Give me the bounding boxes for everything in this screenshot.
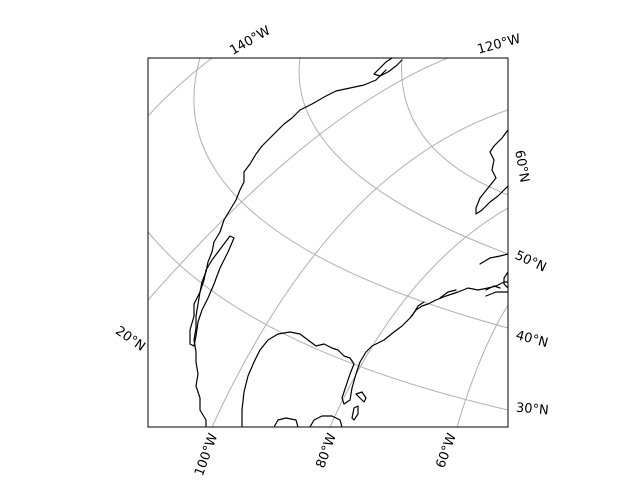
caribbean-islands	[351, 405, 359, 421]
map-content	[148, 58, 508, 427]
lat-label-60n: 60°N	[511, 149, 531, 184]
lon-label-120w: 120°W	[476, 32, 523, 58]
maritime-coast	[479, 253, 508, 289]
map-frame	[147, 57, 509, 428]
atlantic-coast-detail	[411, 285, 508, 317]
lon-label-100w: 100°W	[192, 431, 221, 478]
latitude-lines	[148, 58, 508, 411]
lat-label-20n: 20°N	[112, 324, 147, 355]
latitude-line-50n	[298, 58, 508, 255]
latitude-line-60n	[401, 58, 508, 196]
latitude-line-40n	[193, 58, 508, 329]
latitude-line-30n	[148, 231, 508, 411]
coastlines	[189, 58, 508, 427]
gulf-of-mexico-coast	[241, 281, 508, 427]
longitude-line-80w	[329, 207, 508, 427]
lon-label-80w: 80°W	[314, 431, 340, 470]
longitude-line-140w	[148, 58, 213, 117]
cuba	[355, 391, 367, 403]
longitude-line-100w	[211, 109, 508, 427]
lon-label-140w: 140°W	[227, 23, 273, 58]
labrador-coast	[475, 129, 508, 215]
lat-label-50n: 50°N	[512, 248, 548, 275]
longitude-lines	[148, 58, 508, 427]
lat-label-30n: 30°N	[515, 401, 549, 419]
baja-california	[189, 235, 235, 347]
pacific-coastline	[193, 58, 403, 427]
lat-label-40n: 40°N	[514, 328, 550, 351]
yucatan	[273, 415, 343, 427]
lon-label-60w: 60°W	[434, 431, 460, 470]
longitude-line-60w	[456, 304, 508, 427]
longitude-line-120w	[148, 58, 450, 301]
